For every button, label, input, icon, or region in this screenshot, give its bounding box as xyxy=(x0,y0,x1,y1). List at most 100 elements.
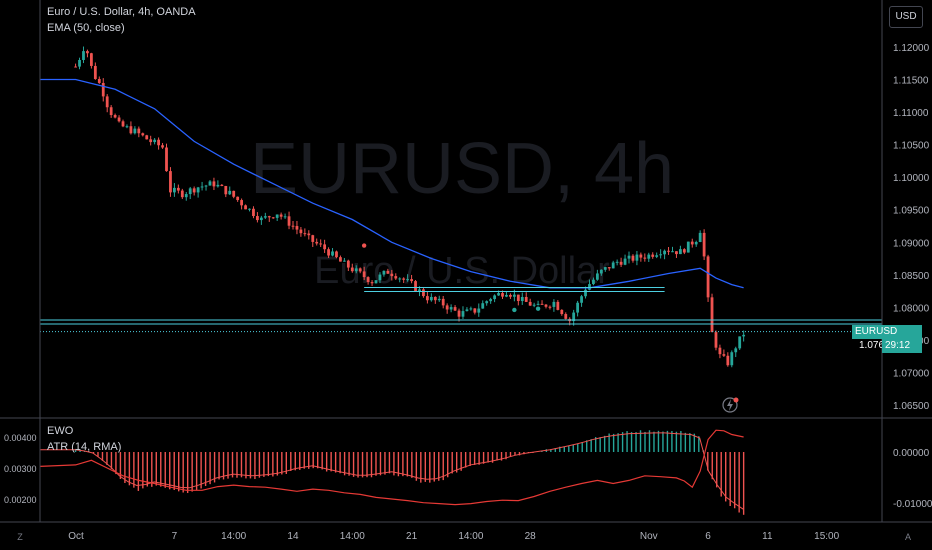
candle xyxy=(702,229,706,261)
candle xyxy=(161,142,164,149)
candle xyxy=(216,180,220,188)
candle xyxy=(287,211,291,230)
candle xyxy=(145,134,149,140)
price-tick-label: 1.10500 xyxy=(893,141,930,152)
candle xyxy=(299,226,303,237)
candle xyxy=(710,293,714,333)
ewo-legend[interactable]: EWO xyxy=(47,425,74,437)
candle xyxy=(390,269,394,281)
candle xyxy=(362,266,366,281)
horizontal-level[interactable] xyxy=(364,286,665,292)
candle xyxy=(315,238,319,246)
candle xyxy=(647,252,651,262)
candle xyxy=(592,277,595,286)
candle xyxy=(726,352,730,367)
candle xyxy=(350,263,354,273)
candle xyxy=(109,105,113,118)
candle xyxy=(671,246,674,253)
time-tick-label: 28 xyxy=(525,531,537,542)
price-plot[interactable] xyxy=(40,46,882,368)
candle xyxy=(125,124,129,129)
time-tick-label: Oct xyxy=(68,531,84,542)
candle xyxy=(659,249,663,259)
candle xyxy=(252,206,255,219)
candle xyxy=(532,302,536,308)
candle xyxy=(291,220,295,230)
candle xyxy=(576,300,580,317)
candle xyxy=(714,330,718,351)
candle xyxy=(121,119,125,128)
candle xyxy=(619,257,623,267)
candle xyxy=(220,184,224,187)
candle xyxy=(718,344,722,359)
ema-line[interactable] xyxy=(40,78,744,289)
candle xyxy=(141,132,145,137)
atr-legend[interactable]: ATR (14, RMA) xyxy=(47,441,122,453)
time-tick-label: 14 xyxy=(287,531,299,542)
candle xyxy=(520,292,524,305)
watermark-symbol: EURUSD, 4h xyxy=(250,129,674,209)
candle xyxy=(599,269,603,276)
candle xyxy=(101,78,105,102)
candle xyxy=(580,294,583,307)
ema-legend[interactable]: EMA (50, close) xyxy=(47,22,125,34)
candle xyxy=(248,208,251,212)
candle xyxy=(165,143,168,172)
ewo-signal-line xyxy=(40,432,744,510)
indicator-plot[interactable] xyxy=(39,429,745,515)
candle xyxy=(244,204,247,210)
price-tick-label: 1.10000 xyxy=(893,173,930,184)
candle xyxy=(133,126,137,135)
candle xyxy=(516,294,520,306)
auto-scale-button[interactable]: A xyxy=(904,532,911,542)
candle xyxy=(429,293,433,302)
candle xyxy=(346,259,350,271)
candle xyxy=(366,276,370,285)
symbol-price-tag: EURUSD 1.07628 xyxy=(852,325,922,351)
atr-tick-label: 0.00200 xyxy=(4,495,37,505)
candle xyxy=(623,254,627,266)
candle xyxy=(180,188,184,200)
candle xyxy=(493,294,497,303)
candle xyxy=(686,241,690,253)
candle xyxy=(738,336,742,351)
candle xyxy=(607,267,611,271)
candle xyxy=(651,252,655,259)
candle xyxy=(627,251,631,264)
candle xyxy=(572,309,576,326)
timezone-button[interactable]: Z xyxy=(17,532,23,542)
time-tick-label: 14:00 xyxy=(458,531,483,542)
signal-marker xyxy=(535,306,541,311)
symbol-title: Euro / U.S. Dollar, 4h, OANDA xyxy=(47,6,196,18)
candle xyxy=(153,138,157,145)
candle xyxy=(402,277,406,284)
candle xyxy=(564,312,568,320)
candle xyxy=(477,303,481,317)
candle xyxy=(97,76,101,84)
candle xyxy=(584,286,587,299)
candle xyxy=(473,308,477,315)
watermark-name: Euro / U.S. Dollar xyxy=(314,250,610,292)
candle xyxy=(639,252,643,262)
candle xyxy=(74,63,77,68)
candle xyxy=(224,185,228,198)
candle xyxy=(358,267,362,274)
candle xyxy=(560,309,564,316)
candle xyxy=(465,307,469,312)
candle xyxy=(414,280,417,292)
candle xyxy=(722,349,726,357)
candle xyxy=(655,252,659,259)
lightning-icon[interactable] xyxy=(722,397,739,413)
candle xyxy=(445,303,449,314)
candle xyxy=(184,192,188,201)
candle xyxy=(453,305,457,312)
atr-line[interactable] xyxy=(39,429,744,506)
ewo-tick-label: 0.00000 xyxy=(893,448,930,459)
candle xyxy=(173,183,176,197)
horizontal-level[interactable] xyxy=(40,319,882,325)
currency-unit-button[interactable]: USD xyxy=(889,6,923,28)
candle xyxy=(105,94,109,113)
candle xyxy=(339,255,342,262)
